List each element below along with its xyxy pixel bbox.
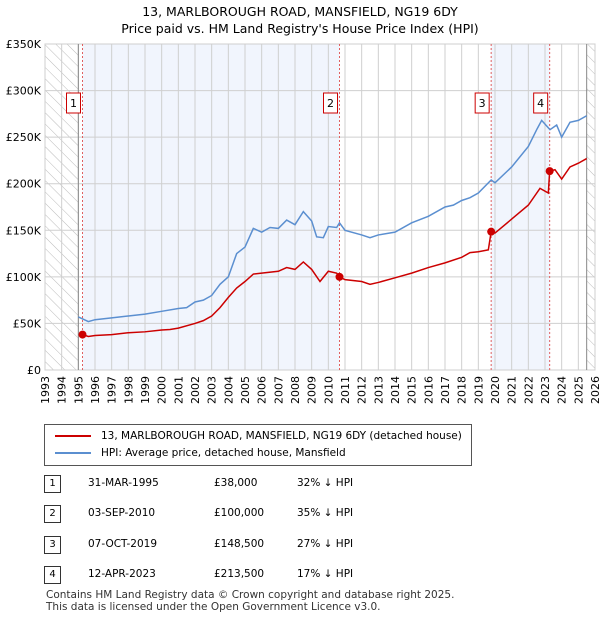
x-tick-label: 2019 xyxy=(472,376,485,404)
legend-swatch-property xyxy=(55,435,91,437)
x-tick-label: 2001 xyxy=(172,376,185,404)
legend-label: 13, MARLBOROUGH ROAD, MANSFIELD, NG19 6D… xyxy=(101,430,462,442)
x-tick-label: 1998 xyxy=(122,376,135,404)
sale-date: 03-SEP-2010 xyxy=(88,507,156,519)
x-tick-label: 2011 xyxy=(339,376,352,404)
hpi-line xyxy=(78,115,588,323)
shaded-band xyxy=(82,44,340,370)
x-tick-label: 2006 xyxy=(256,376,269,404)
sale-label-box xyxy=(66,92,81,114)
legend-item-hpi: HPI: Average price, detached house, Mans… xyxy=(55,447,346,459)
x-tick-label: 1994 xyxy=(56,376,69,404)
sale-price: £148,500 xyxy=(214,538,265,550)
sale-row: 1 31-MAR-1995 £38,000 32% ↓ HPI xyxy=(44,475,464,495)
legend-label: HPI: Average price, detached house, Mans… xyxy=(101,447,346,459)
x-tick-label: 2016 xyxy=(422,376,435,404)
sale-number: 3 xyxy=(44,536,61,554)
legend-item-property: 13, MARLBOROUGH ROAD, MANSFIELD, NG19 6D… xyxy=(55,430,462,442)
x-tick-label: 2018 xyxy=(456,376,469,404)
x-tick-label: 2023 xyxy=(539,376,552,404)
sale-label-box xyxy=(474,92,490,114)
sale-label: 4 xyxy=(537,97,544,110)
y-tick-label: £300K xyxy=(6,85,42,98)
footer-line-1: Contains HM Land Registry data © Crown c… xyxy=(46,589,455,601)
x-tick-label: 2013 xyxy=(372,376,385,404)
y-tick-label: £100K xyxy=(6,271,42,284)
x-tick-label: 1999 xyxy=(139,376,152,404)
footer-line-2: This data is licensed under the Open Gov… xyxy=(46,601,381,613)
x-tick-label: 2017 xyxy=(439,376,452,404)
sale-point xyxy=(335,272,344,281)
x-tick-label: 1993 xyxy=(39,376,52,404)
x-tick-label: 2009 xyxy=(306,376,319,404)
x-tick-label: 2008 xyxy=(289,376,302,404)
y-tick-label: £150K xyxy=(6,224,42,237)
x-tick-label: 2024 xyxy=(556,376,569,404)
x-tick-label: 2002 xyxy=(189,376,202,404)
x-tick-label: 2015 xyxy=(406,376,419,404)
sale-price: £213,500 xyxy=(214,568,265,580)
sale-point xyxy=(487,227,496,236)
x-tick-label: 1995 xyxy=(72,376,85,404)
x-tick-label: 2005 xyxy=(239,376,252,404)
y-tick-label: £250K xyxy=(6,131,42,144)
x-tick-label: 2026 xyxy=(589,376,600,404)
sale-hpi-diff: 35% ↓ HPI xyxy=(297,507,354,519)
hatched-region-after xyxy=(586,44,595,370)
chart-title: 13, MARLBOROUGH ROAD, MANSFIELD, NG19 6D… xyxy=(142,4,458,19)
sale-row: 2 03-SEP-2010 £100,000 35% ↓ HPI xyxy=(44,505,464,525)
y-tick-label: £50K xyxy=(13,317,42,330)
sale-price: £100,000 xyxy=(214,507,265,519)
sale-label: 1 xyxy=(70,97,77,110)
x-tick-label: 2000 xyxy=(156,376,169,404)
legend: 13, MARLBOROUGH ROAD, MANSFIELD, NG19 6D… xyxy=(44,424,472,466)
x-tick-label: 2004 xyxy=(222,376,235,404)
x-tick-label: 2022 xyxy=(522,376,535,404)
sale-number: 1 xyxy=(44,475,61,493)
sale-date: 31-MAR-1995 xyxy=(88,477,159,489)
sale-hpi-diff: 27% ↓ HPI xyxy=(297,538,354,550)
sale-label: 2 xyxy=(327,97,334,110)
sale-point xyxy=(545,167,554,176)
x-tick-label: 2007 xyxy=(272,376,285,404)
x-tick-label: 2020 xyxy=(489,376,502,404)
x-tick-label: 1996 xyxy=(89,376,102,404)
sale-number: 2 xyxy=(44,505,61,523)
x-tick-label: 2012 xyxy=(356,376,369,404)
property-price-line xyxy=(82,157,588,338)
x-tick-label: 1997 xyxy=(106,376,119,404)
chart-subtitle: Price paid vs. HM Land Registry's House … xyxy=(121,21,479,36)
price-chart: 1993 1994 1995 1996 1997 1998 1999 2000 2001 2002… xyxy=(6,38,600,404)
legend-swatch-hpi xyxy=(55,452,91,454)
sale-date: 07-OCT-2019 xyxy=(88,538,157,550)
x-tick-label: 2003 xyxy=(206,376,219,404)
sale-hpi-diff: 17% ↓ HPI xyxy=(297,568,354,580)
sale-row: 3 07-OCT-2019 £148,500 27% ↓ HPI xyxy=(44,536,464,556)
sale-label-box xyxy=(323,92,338,114)
sale-point xyxy=(78,330,87,339)
y-tick-label: £0 xyxy=(27,364,41,377)
y-tick-label: £350K xyxy=(6,38,42,51)
sale-label: 3 xyxy=(479,97,486,110)
x-tick-label: 2025 xyxy=(572,376,585,404)
sale-hpi-diff: 32% ↓ HPI xyxy=(297,477,354,489)
x-tick-label: 2014 xyxy=(389,376,402,404)
sale-price: £38,000 xyxy=(214,477,258,489)
y-tick-label: £200K xyxy=(6,178,42,191)
x-tick-label: 2010 xyxy=(322,376,335,404)
sale-label-box xyxy=(533,92,549,114)
x-tick-label: 2021 xyxy=(506,376,519,404)
sale-row: 4 12-APR-2023 £213,500 17% ↓ HPI xyxy=(44,566,464,586)
sale-number: 4 xyxy=(44,566,61,584)
sale-date: 12-APR-2023 xyxy=(88,568,156,580)
